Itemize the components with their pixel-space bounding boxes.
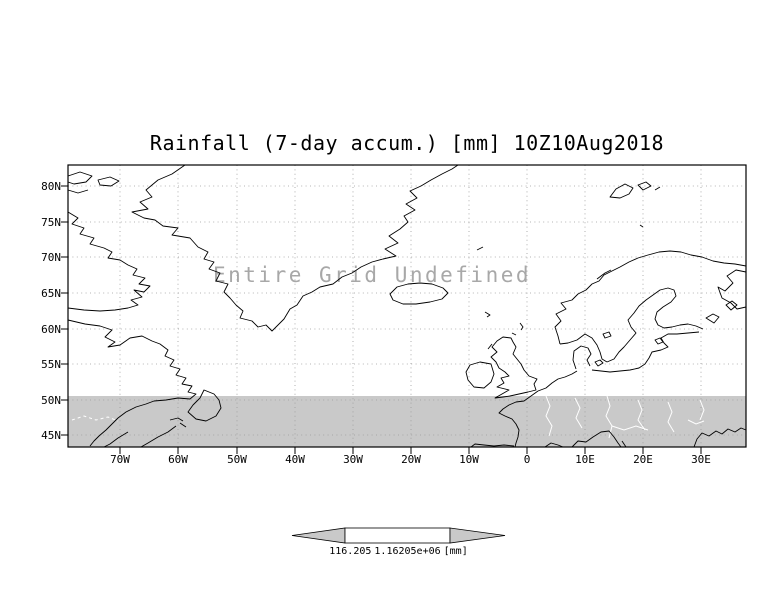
country-borders [71,395,705,439]
graticule-gridlines [68,165,746,447]
coastline-great-britain [490,336,538,399]
lon-label-0: 0 [523,453,531,466]
coastline-greenland [131,164,459,332]
lat-label-50n: 50N [41,394,61,407]
colorbar-max-label: 1.16205e+06 [374,546,441,557]
colorbar-units-label: [mm] [443,546,468,557]
lon-label-30w: 30W [343,453,363,466]
coastline-iceland [389,282,449,305]
lon-label-60w: 60W [168,453,188,466]
lat-label-45n: 45N [41,429,61,442]
undefined-region-shading [68,396,746,447]
coastline-baltic [606,287,704,363]
lon-label-30e: 30E [691,453,711,466]
lon-label-40w: 40W [285,453,305,466]
entire-grid-undefined-watermark: Entire Grid Undefined [213,263,532,287]
coastline-denmark [572,345,592,370]
coastline-baffin [67,211,151,312]
lon-label-50w: 50W [227,453,247,466]
lat-label-65n: 65N [41,287,61,300]
plot-title: Rainfall (7-day accum.) [mm] 10Z10Aug201… [149,131,665,155]
colorbar-labels: 116.205 1.16205e+06 [mm] [262,546,535,557]
lat-label-70n: 70N [41,251,61,264]
colorbar-right-arrow [449,527,506,544]
colorbar [291,527,506,544]
lon-label-70w: 70W [110,453,130,466]
coastline-newfoundland [187,389,222,422]
coastline-labrador [67,319,197,447]
coastline-black-sea [693,427,747,448]
coastline-france [498,390,539,448]
lat-label-75n: 75N [41,216,61,229]
colorbar-left-arrow [291,527,346,544]
coastlines [67,164,747,448]
lat-label-60n: 60N [41,323,61,336]
lon-label-10e: 10E [575,453,595,466]
colorbar-middle-segment [344,527,451,544]
axis-ticks [61,185,702,454]
coastline-svalbard [609,183,634,199]
coastline-ireland [465,361,495,389]
map-frame [67,164,747,448]
lat-label-55n: 55N [41,358,61,371]
lat-label-80n: 80N [41,180,61,193]
colorbar-min-label: 116.205 [329,546,372,557]
lon-label-10w: 10W [459,453,479,466]
lon-label-20e: 20E [633,453,653,466]
lon-label-20w: 20W [401,453,421,466]
coastline-white-sea [717,269,747,310]
coastline-norway [554,250,747,345]
